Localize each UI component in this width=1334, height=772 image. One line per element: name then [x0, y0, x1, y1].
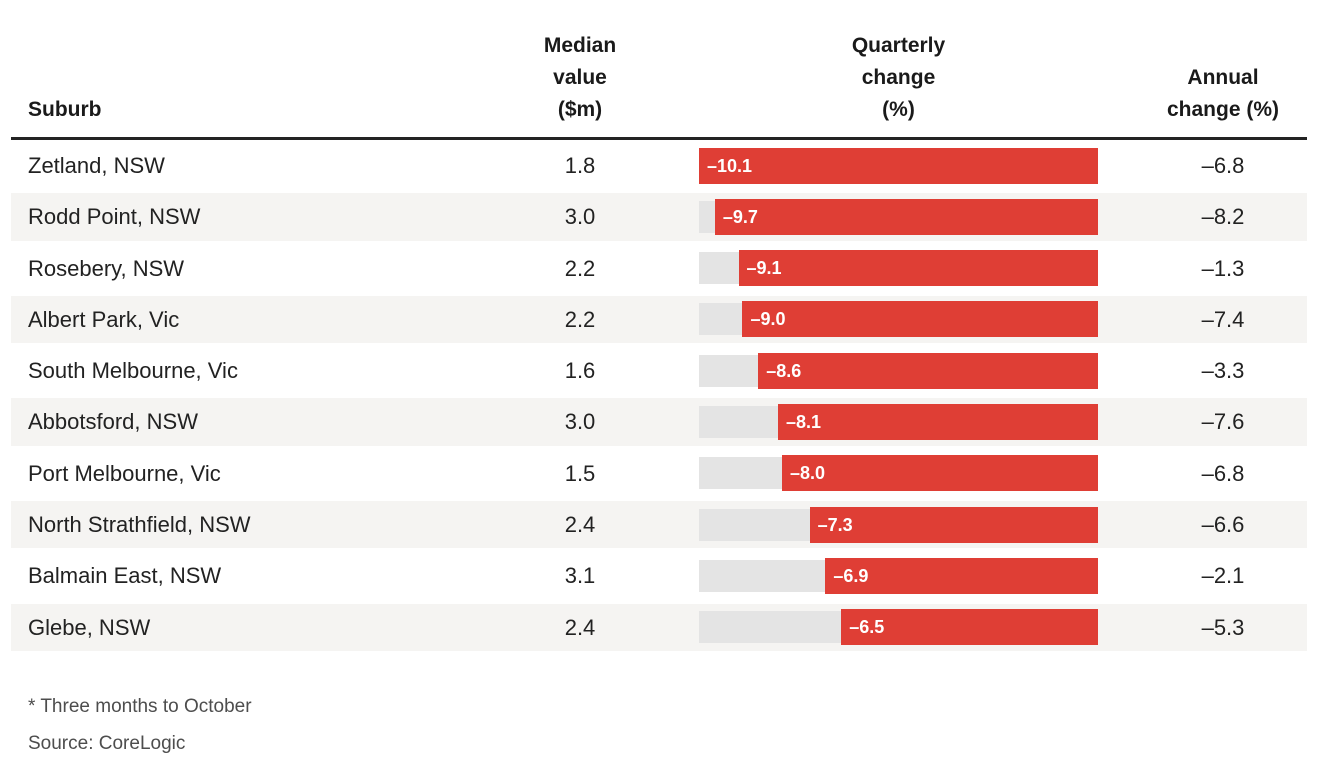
median-value-cell: 1.5	[564, 460, 596, 486]
bar-fill: –6.5	[841, 609, 1098, 646]
bar-fill: –8.0	[781, 455, 1098, 492]
suburb-cell: Glebe, NSW	[28, 614, 151, 640]
header-line: change	[861, 66, 936, 89]
header-line: Quarterly	[851, 34, 946, 57]
median-value-cell: 2.4	[564, 512, 596, 538]
bar-fill: –8.6	[758, 352, 1098, 389]
bar-fill: –9.0	[742, 301, 1098, 338]
median-value-cell: 1.8	[564, 153, 596, 178]
annual-change-cell: –1.3	[1201, 255, 1245, 281]
bar-fill: –9.1	[738, 250, 1098, 287]
annual-change-cell: –8.2	[1201, 204, 1245, 230]
quarterly-change-bar: –8.0	[699, 455, 1098, 492]
quarterly-change-bar: –6.5	[699, 609, 1098, 646]
column-header-annual-change: Annual change (%)	[1143, 62, 1303, 126]
annual-change-cell: –7.6	[1201, 409, 1245, 435]
bar-fill: –8.1	[778, 404, 1098, 441]
header-line: ($m)	[557, 98, 603, 121]
bar-fill: –7.3	[809, 506, 1098, 543]
table-row: Balmain East, NSW 3.1 –6.9 –2.1	[11, 550, 1307, 601]
quarterly-change-bar: –9.1	[699, 250, 1098, 287]
median-value-cell: 3.0	[564, 409, 596, 435]
suburb-cell: Rodd Point, NSW	[28, 204, 201, 230]
suburb-price-table: Suburb Median value ($m) Quarterly chang…	[11, 0, 1307, 653]
annual-change-cell: –7.4	[1201, 306, 1245, 332]
header-line: (%)	[882, 98, 915, 121]
quarterly-change-bar: –8.1	[699, 404, 1098, 441]
table-row: North Strathfield, NSW 2.4 –7.3 –6.6	[11, 499, 1307, 550]
suburb-cell: Balmain East, NSW	[28, 563, 222, 589]
table-body: Zetland, NSW 1.8 –10.1 –6.8 Rodd Point, …	[11, 140, 1307, 653]
median-value-cell: 2.2	[564, 255, 596, 281]
suburb-cell: North Strathfield, NSW	[28, 512, 251, 538]
bar-value-label: –8.0	[789, 463, 825, 484]
median-value-cell: 2.2	[564, 306, 596, 332]
suburb-cell: Port Melbourne, Vic	[28, 460, 221, 486]
annual-change-cell: –6.8	[1201, 153, 1245, 178]
quarterly-change-bar: –10.1	[699, 147, 1098, 184]
bar-value-label: –8.6	[766, 360, 802, 381]
header-line: Median	[543, 34, 617, 57]
bar-value-label: –8.1	[786, 412, 822, 433]
median-value-cell: 1.6	[564, 358, 596, 384]
header-line: Annual	[1187, 66, 1259, 89]
table-row: Rodd Point, NSW 3.0 –9.7 –8.2	[11, 191, 1307, 242]
footnote-period: * Three months to October	[28, 696, 252, 717]
bar-value-label: –9.0	[750, 309, 786, 330]
table-row: Port Melbourne, Vic 1.5 –8.0 –6.8	[11, 448, 1307, 499]
suburb-cell: Albert Park, Vic	[28, 306, 180, 332]
header-line: change (%)	[1166, 98, 1279, 121]
quarterly-change-bar: –6.9	[699, 557, 1098, 594]
bar-value-label: –7.3	[817, 514, 853, 535]
suburb-cell: South Melbourne, Vic	[28, 358, 238, 384]
annual-change-cell: –2.1	[1201, 563, 1245, 589]
table-row: Abbotsford, NSW 3.0 –8.1 –7.6	[11, 396, 1307, 447]
quarterly-change-bar: –9.0	[699, 301, 1098, 338]
table-row: Rosebery, NSW 2.2 –9.1 –1.3	[11, 243, 1307, 294]
table-row: Zetland, NSW 1.8 –10.1 –6.8	[11, 140, 1307, 191]
bar-fill: –6.9	[825, 557, 1098, 594]
suburb-cell: Zetland, NSW	[28, 153, 165, 178]
header-line: value	[553, 66, 607, 89]
annual-change-cell: –5.3	[1201, 614, 1245, 640]
quarterly-change-bar: –8.6	[699, 352, 1098, 389]
column-header-median-value: Median value ($m)	[500, 30, 660, 126]
bar-fill: –9.7	[714, 198, 1098, 235]
bar-value-label: –9.1	[746, 258, 782, 279]
table-row: South Melbourne, Vic 1.6 –8.6 –3.3	[11, 345, 1307, 396]
bar-value-label: –9.7	[722, 206, 758, 227]
annual-change-cell: –6.8	[1201, 460, 1245, 486]
bar-value-label: –6.5	[849, 617, 885, 638]
median-value-cell: 2.4	[564, 614, 596, 640]
footnote-source: Source: CoreLogic	[28, 733, 186, 754]
bar-fill: –10.1	[699, 147, 1098, 184]
annual-change-cell: –6.6	[1201, 512, 1245, 538]
quarterly-change-bar: –7.3	[699, 506, 1098, 543]
table-row: Albert Park, Vic 2.2 –9.0 –7.4	[11, 294, 1307, 345]
column-header-suburb: Suburb	[28, 98, 102, 121]
column-header-quarterly-change: Quarterly change (%)	[699, 30, 1098, 126]
header-rule	[11, 137, 1307, 140]
suburb-cell: Rosebery, NSW	[28, 255, 185, 281]
bar-value-label: –6.9	[833, 565, 869, 586]
median-value-cell: 3.0	[564, 204, 596, 230]
annual-change-cell: –3.3	[1201, 358, 1245, 384]
quarterly-change-bar: –9.7	[699, 198, 1098, 235]
table-row: Glebe, NSW 2.4 –6.5 –5.3	[11, 602, 1307, 653]
median-value-cell: 3.1	[564, 563, 596, 589]
bar-value-label: –10.1	[707, 155, 753, 176]
table-header-row: Suburb Median value ($m) Quarterly chang…	[11, 0, 1307, 140]
suburb-cell: Abbotsford, NSW	[28, 409, 198, 435]
